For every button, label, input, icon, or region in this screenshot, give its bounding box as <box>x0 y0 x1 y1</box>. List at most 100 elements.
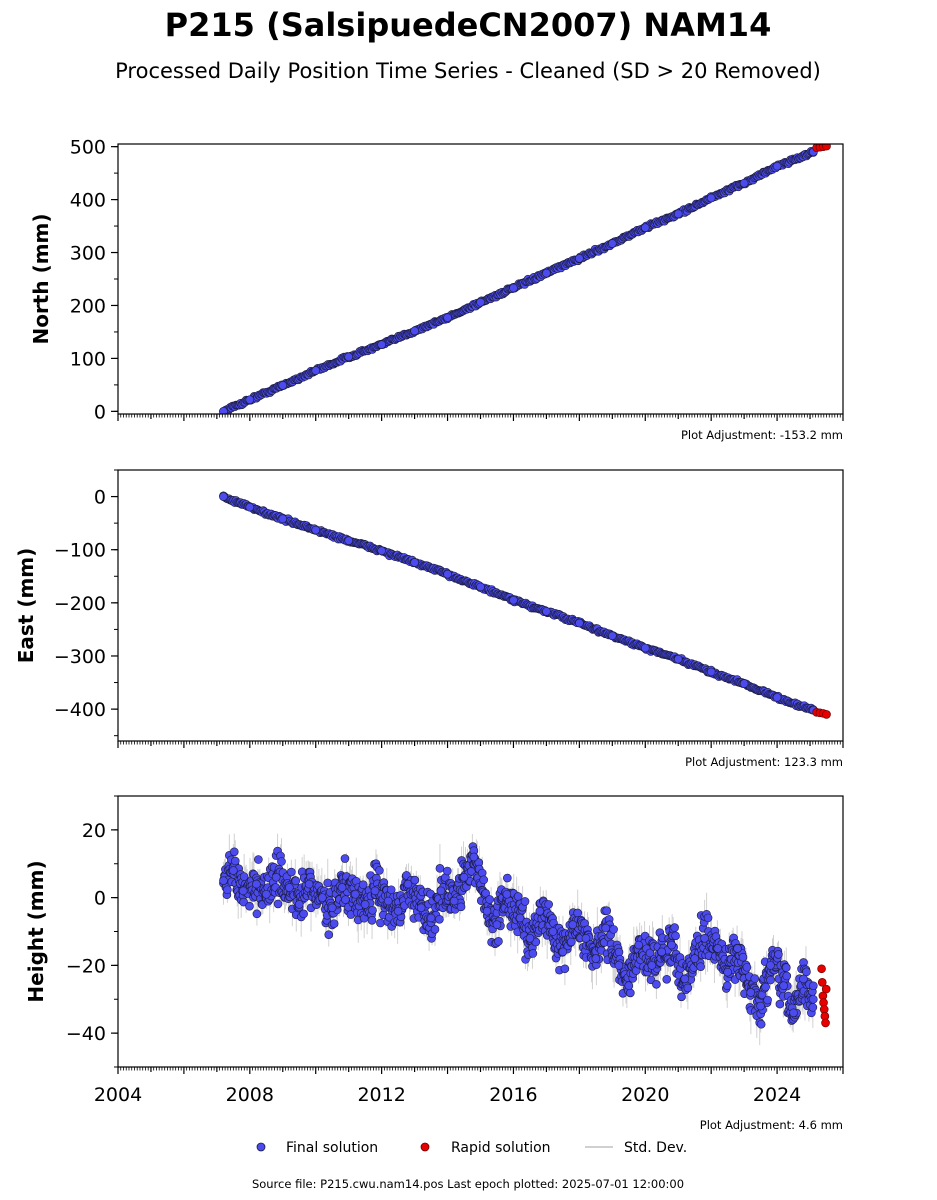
final-point <box>670 923 679 932</box>
final-point <box>383 896 393 906</box>
final-point <box>285 883 294 892</box>
rapid-point <box>821 1018 830 1028</box>
final-point <box>608 239 617 248</box>
final-point <box>287 867 296 877</box>
final-point <box>443 313 452 322</box>
y-axis-label: North (mm) <box>29 213 53 344</box>
final-point <box>311 525 321 535</box>
legend-std-label: Std. Dev. <box>624 1140 687 1156</box>
final-point <box>410 875 420 885</box>
final-point <box>513 892 523 901</box>
stddev-lines <box>222 833 814 1046</box>
final-point <box>626 988 635 998</box>
scatter-texture <box>219 833 818 1046</box>
rapid-solution-series <box>817 964 831 1028</box>
final-point <box>318 893 327 902</box>
final-point <box>324 930 334 939</box>
x-tick-label: 2008 <box>226 1084 274 1106</box>
final-point <box>542 607 551 616</box>
final-point <box>358 880 368 890</box>
final-point <box>566 937 576 947</box>
final-point <box>573 908 582 918</box>
y-tick-label: −40 <box>66 1023 106 1045</box>
final-point <box>435 914 444 924</box>
final-point <box>219 876 228 885</box>
final-point <box>746 988 756 997</box>
y-tick-label: −20 <box>66 955 106 977</box>
final-point <box>575 254 584 263</box>
rapid-solution-series <box>812 144 831 153</box>
final-point <box>368 905 377 915</box>
final-point <box>341 895 350 904</box>
final-point <box>254 855 263 864</box>
plot-area <box>219 144 831 414</box>
final-point <box>219 492 228 501</box>
final-point <box>677 992 686 1002</box>
final-point <box>273 899 283 909</box>
dense-points <box>219 491 818 715</box>
final-point <box>761 982 770 992</box>
final-point <box>673 654 683 664</box>
final-point <box>640 643 650 653</box>
final-point <box>591 954 601 963</box>
final-point <box>609 925 618 934</box>
rapid-point <box>822 710 831 719</box>
final-point <box>542 268 551 278</box>
final-point <box>763 995 772 1005</box>
final-point <box>667 940 676 950</box>
final-point <box>502 889 512 899</box>
final-point <box>657 947 667 957</box>
final-point <box>377 546 386 556</box>
final-point <box>469 852 479 862</box>
final-point <box>634 940 643 950</box>
final-point <box>756 1001 765 1011</box>
final-point <box>230 856 240 866</box>
final-solution-series <box>219 147 818 414</box>
final-point <box>370 886 380 896</box>
final-point <box>809 994 818 1004</box>
final-point <box>443 866 452 876</box>
final-point <box>403 879 413 889</box>
final-point <box>558 947 568 957</box>
final-point <box>680 974 690 984</box>
legend: Final solution Rapid solution Std. Dev. <box>256 1140 687 1156</box>
plot-adjustment-note: Plot Adjustment: -153.2 mm <box>681 428 843 442</box>
final-point <box>722 981 732 991</box>
final-point <box>756 1019 766 1029</box>
final-point <box>492 920 502 930</box>
final-point <box>733 944 742 953</box>
final-point <box>291 876 301 886</box>
final-point <box>482 906 492 916</box>
final-point <box>766 961 775 970</box>
final-point <box>645 948 655 958</box>
final-point <box>809 981 818 991</box>
y-tick-label: 0 <box>94 888 106 910</box>
legend-final-marker <box>256 1142 266 1152</box>
final-point <box>410 326 419 336</box>
final-point <box>808 1003 818 1012</box>
final-point <box>766 975 775 985</box>
final-point <box>459 872 469 882</box>
final-point <box>602 906 612 916</box>
y-tick-label: 0 <box>94 487 106 509</box>
final-point <box>245 502 255 512</box>
final-point <box>245 395 255 405</box>
final-point <box>789 1008 798 1018</box>
axes-frame <box>117 469 844 742</box>
final-point <box>239 897 248 907</box>
dense-points <box>219 146 818 414</box>
final-point <box>476 582 485 592</box>
final-point <box>515 913 525 923</box>
y-tick-label: 500 <box>70 137 106 159</box>
final-point <box>503 873 512 883</box>
final-point <box>377 340 386 349</box>
final-point <box>775 999 785 1009</box>
panel-3: 20 0 −20 −40 2004 2008 2012 2016 2020 2024 Height … <box>24 795 844 1132</box>
final-point <box>739 679 749 688</box>
final-point <box>739 178 749 188</box>
final-point <box>410 558 419 567</box>
y-tick-label: 100 <box>70 348 106 370</box>
y-tick-label: 200 <box>70 295 106 317</box>
